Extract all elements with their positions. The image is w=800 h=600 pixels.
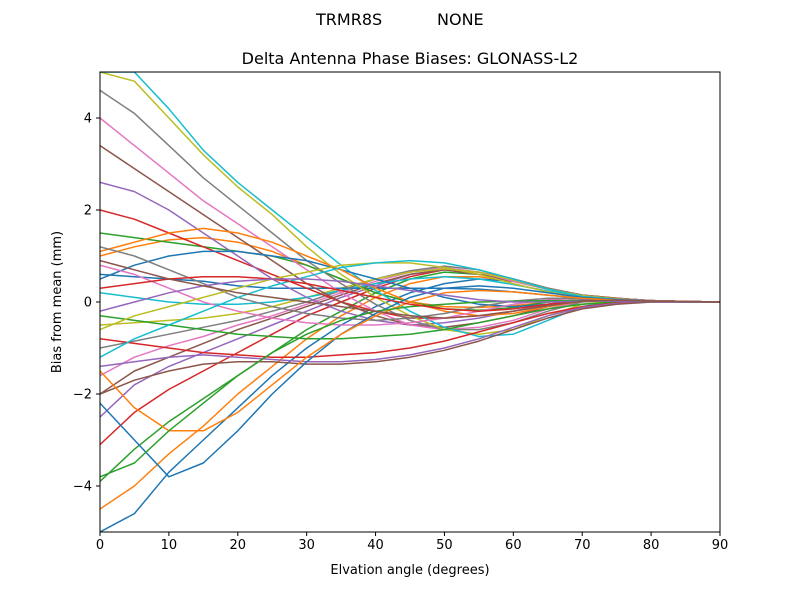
x-tick-label: 50 xyxy=(436,538,453,553)
x-tick-label: 40 xyxy=(367,538,384,553)
x-tick-label: 70 xyxy=(574,538,591,553)
x-tick-label: 0 xyxy=(96,538,104,553)
x-tick-label: 80 xyxy=(643,538,660,553)
y-axis-label: Bias from mean (mm) xyxy=(50,231,65,373)
series-line xyxy=(100,89,720,331)
y-tick-label: 0 xyxy=(84,296,92,311)
chart-title: Delta Antenna Phase Biases: GLONASS-L2 xyxy=(242,49,579,68)
y-tick-label: 2 xyxy=(84,204,92,219)
y-axis: −4 −2 0 2 4 xyxy=(73,112,100,495)
series-layer xyxy=(100,72,720,532)
x-tick-label: 10 xyxy=(161,538,178,553)
series-line xyxy=(100,72,720,335)
series-line xyxy=(100,269,720,418)
series-line xyxy=(100,301,720,368)
x-tick-label: 60 xyxy=(505,538,522,553)
x-tick-label: 20 xyxy=(230,538,247,553)
x-tick-label: 90 xyxy=(712,538,729,553)
series-line xyxy=(100,259,720,319)
y-tick-label: 4 xyxy=(84,112,92,127)
radome-name: NONE xyxy=(437,10,484,29)
x-axis-label: Elvation angle (degrees) xyxy=(330,563,489,578)
x-tick-label: 30 xyxy=(298,538,315,553)
x-axis: 0 10 20 30 40 50 60 70 80 90 xyxy=(96,532,728,553)
station-name: TRMR8S xyxy=(316,10,383,29)
series-line xyxy=(100,300,720,340)
y-tick-label: −2 xyxy=(73,388,92,403)
series-line xyxy=(100,301,720,395)
y-tick-label: −4 xyxy=(73,480,92,495)
